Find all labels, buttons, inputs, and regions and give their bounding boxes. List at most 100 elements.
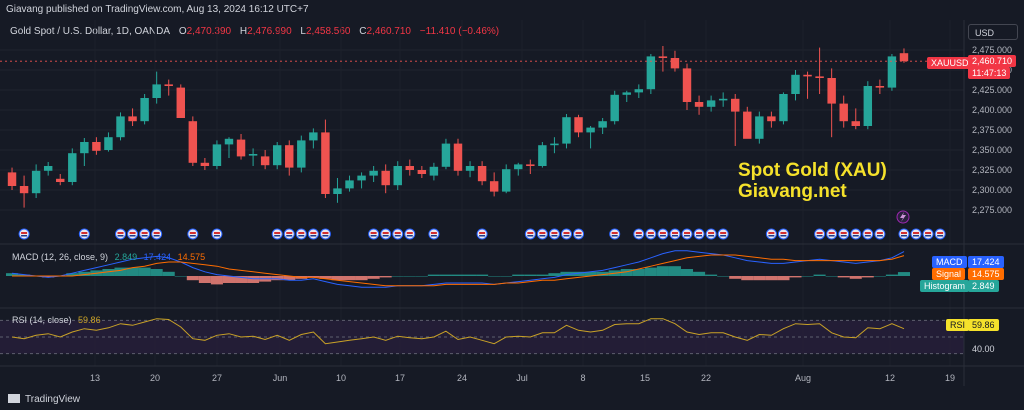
event-flag-icon [211,228,223,240]
lightning-icon [896,210,910,224]
macd-legend: MACD (12, 26, close, 9) 2.849 17.424 14.… [12,252,205,262]
time-tick-label: 10 [336,373,346,383]
candle-body [31,170,41,194]
event-flag-icon [271,228,283,240]
candle-body [514,164,523,170]
macd-histogram-bar [66,273,79,276]
candle-body [658,56,668,58]
macd-histogram-bar [873,276,886,277]
macd-histogram-bar [343,276,356,281]
event-flag-icon [319,228,331,240]
candle-body [357,175,366,181]
currency-selector[interactable]: USD [968,24,1018,40]
tradingview-logo[interactable]: TradingView [8,394,80,405]
candle-body [128,116,137,122]
macd-histogram-bar [584,271,597,276]
symbol-legend: Gold Spot / U.S. Dollar, 1D, OANDA O2,47… [10,26,505,37]
time-tick-label: Aug [795,373,811,383]
event-flag-icon [934,228,946,240]
event-flag-icon [283,228,295,240]
event-flag-icon [187,228,199,240]
event-flag-icon [392,228,404,240]
macd-histogram-bar [476,274,489,276]
macd-histogram-bar [319,276,332,279]
event-flag-icon [151,228,163,240]
candle-body [791,74,800,94]
price-tick-label: 2,425.000 [972,85,1012,95]
candle-body [694,102,704,107]
price-tick-label: 2,325.000 [972,165,1012,175]
candle-body [164,84,173,86]
macd-histogram-bar [391,276,404,277]
macd-histogram-bar [705,274,718,276]
overlay-site: Giavang.net [738,181,847,202]
event-flag-icon [115,228,127,240]
macd-histogram-bar [897,272,910,276]
candle-body [381,170,390,186]
macd-histogram-bar [632,269,645,276]
signal-line [12,254,905,287]
macd-histogram-bar [801,276,814,277]
macd-histogram-bar [403,276,416,277]
candle-body [851,121,860,126]
macd-histogram-bar [668,266,681,276]
macd-histogram-bar [379,276,392,278]
macd-title[interactable]: MACD (12, 26, close, 9) [12,252,109,262]
candle-body [321,132,330,194]
rsi-title[interactable]: RSI (14, close) [12,315,72,325]
rsi-pane [0,318,964,355]
candle-body [682,68,692,102]
macd-histogram-bar [753,276,766,281]
event-flag-icon [404,228,416,240]
event-flag-icon [524,228,536,240]
event-flag-icon [669,228,681,240]
event-flag-icon [476,228,488,240]
macd-histogram-bar [18,274,31,276]
macd-histogram-bar [861,276,874,278]
macd-histogram-bar [114,267,127,276]
macd-histogram-bar [102,269,115,276]
macd-histogram-bar [271,276,284,281]
candle-body [236,139,246,157]
rsi-legend: RSI (14, close) 59.86 [12,315,101,325]
candle-body [598,121,607,128]
candle-body [731,98,740,112]
macd-histogram-bar [560,271,573,276]
macd-histogram-bar [283,276,296,281]
candle-body [429,166,439,176]
macd-histogram-bar [644,267,657,276]
event-flag-icon [645,228,657,240]
candle-body [827,78,836,104]
candle-body [309,132,318,141]
time-tick-label: 12 [885,373,895,383]
rsi-line [11,318,905,345]
symbol-name[interactable]: Gold Spot / U.S. Dollar, 1D, OANDA [10,26,171,37]
candle-body [441,143,451,167]
histogram-value-tag: 2.849 [968,280,999,292]
signal-value-tag: 14.575 [968,268,1004,280]
macd-line-value: 17.424 [143,252,172,262]
event-flag-icon [717,228,729,240]
candles [0,46,964,208]
price-tick-label: 2,275.000 [972,205,1012,215]
time-tick-label: 17 [395,373,405,383]
time-tick-label: 15 [640,373,650,383]
candle-body [634,89,644,93]
event-flag-icon [18,228,30,240]
event-flag-icon [705,228,717,240]
event-flag-icon [862,228,874,240]
candle-body [140,98,149,122]
macd-histogram-bar [439,274,452,276]
macd-histogram-bar [596,271,609,276]
event-flag-icon [609,228,621,240]
candle-body [465,166,475,171]
candle-body [767,116,776,122]
candle-body [43,166,53,171]
candle-body [538,145,547,166]
rsi-level-label: 40.00 [972,344,995,354]
candle-body [489,181,499,192]
time-tick-label: 27 [212,373,222,383]
macd-histogram-bar [415,276,428,277]
candle-body [248,154,258,156]
